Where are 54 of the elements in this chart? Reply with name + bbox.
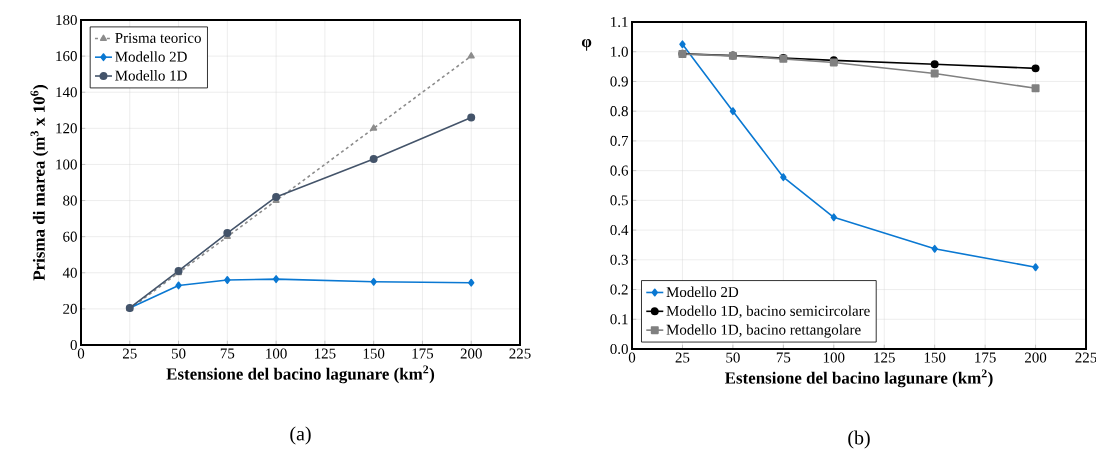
x-tick-label: 75 bbox=[220, 348, 235, 359]
x-tick-label: 0 bbox=[628, 352, 636, 363]
y-tick-label: 120 bbox=[56, 123, 77, 134]
x-tick-label: 100 bbox=[266, 348, 287, 359]
y-tick-label: 0.1 bbox=[610, 314, 628, 325]
y-tick-label: 100 bbox=[56, 159, 77, 170]
x-tick-label: 200 bbox=[460, 348, 482, 359]
y-tick-label: 20 bbox=[63, 303, 77, 314]
x-tick-label: 125 bbox=[874, 352, 895, 363]
y-tick-label: 0.4 bbox=[610, 225, 629, 236]
y-axis-title: φ bbox=[581, 39, 592, 51]
x-tick-label: 25 bbox=[675, 352, 690, 363]
legend-label: Modello 2D bbox=[115, 51, 187, 62]
y-tick-label: 40 bbox=[62, 267, 77, 278]
y-tick-label: 1.1 bbox=[611, 16, 628, 28]
y-tick-label: 60 bbox=[63, 231, 77, 242]
y-tick-label: 0.5 bbox=[610, 195, 628, 206]
y-tick-label: 0.2 bbox=[610, 284, 628, 295]
x-tick-label: 175 bbox=[975, 352, 996, 363]
legend-label: Modello 1D, bacino rettangolare bbox=[666, 324, 861, 338]
y-tick-label: 0.9 bbox=[610, 76, 628, 87]
x-tick-label: 125 bbox=[315, 348, 336, 359]
text: (b) bbox=[848, 430, 870, 449]
y-tick-label: 0.3 bbox=[610, 254, 628, 265]
y-tick-label: 0.8 bbox=[610, 106, 628, 117]
x-tick-label: 150 bbox=[924, 352, 946, 363]
y-tick-label: 0.6 bbox=[610, 165, 629, 176]
y-tick-label: 180 bbox=[56, 14, 77, 26]
y-tick-label: 0 bbox=[70, 339, 77, 351]
x-tick-label: 50 bbox=[171, 348, 186, 359]
x-tick-label: 225 bbox=[509, 348, 531, 359]
x-tick-label: 175 bbox=[412, 348, 434, 359]
legend-label: Prisma teorico bbox=[115, 32, 201, 43]
legend-label: Modello 2D bbox=[666, 286, 739, 298]
x-axis-title: Estensione del bacino lagunare (km$^{2}$) bbox=[166, 365, 435, 384]
y-tick-label: 160 bbox=[56, 51, 77, 62]
text: (a) bbox=[290, 426, 311, 445]
x-axis-title: Estensione del bacino lagunare (km$^{2}$) bbox=[724, 369, 993, 388]
x-tick-label: 75 bbox=[776, 352, 791, 363]
legend-label: Modello 1D bbox=[115, 70, 187, 81]
legend-label: Modello 1D, bacino semicircolare bbox=[666, 305, 870, 319]
y-tick-label: 0.0 bbox=[610, 343, 628, 355]
y-tick-label: 0.7 bbox=[610, 135, 629, 146]
x-tick-label: 100 bbox=[823, 352, 845, 363]
x-tick-label: 25 bbox=[122, 348, 137, 359]
y-tick-label: 140 bbox=[56, 87, 77, 98]
y-axis-title: Prisma di marea (m$^{3}$ x 10$^{6}$) bbox=[30, 85, 49, 281]
x-tick-label: 0 bbox=[77, 348, 85, 359]
x-tick-label: 150 bbox=[363, 348, 385, 359]
y-tick-label: 80 bbox=[63, 195, 77, 206]
y-tick-label: 1.0 bbox=[611, 46, 628, 57]
x-tick-label: 50 bbox=[726, 352, 740, 363]
x-tick-label: 200 bbox=[1025, 352, 1047, 363]
x-tick-label: 225 bbox=[1075, 352, 1096, 363]
